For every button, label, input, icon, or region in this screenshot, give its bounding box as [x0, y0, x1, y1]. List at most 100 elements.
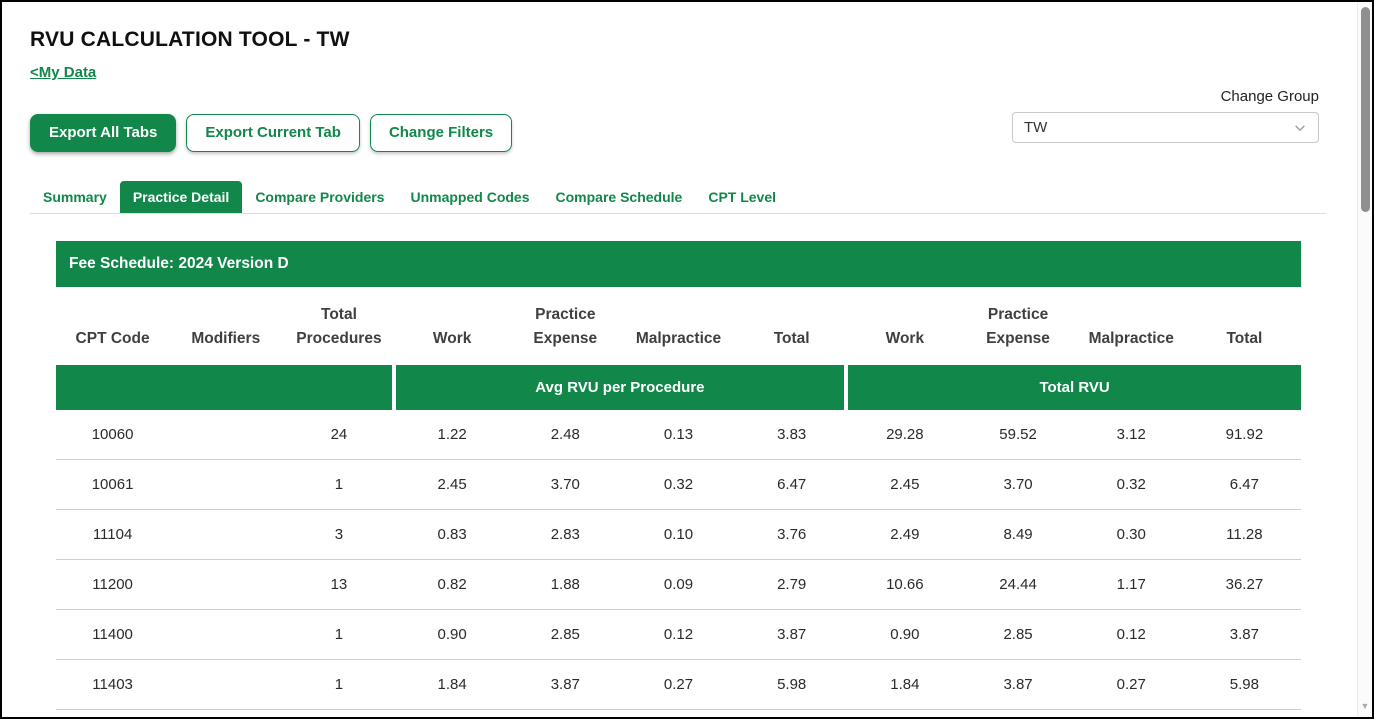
column-header: Work	[432, 329, 472, 347]
value-cell: 1	[282, 460, 396, 510]
tab-summary[interactable]: Summary	[43, 189, 107, 205]
my-data-link[interactable]: <My Data	[30, 64, 97, 81]
value-cell: 2.79	[735, 560, 849, 610]
value-cell: 0.27	[1074, 660, 1188, 710]
cpt-code-cell: 11200	[56, 560, 170, 610]
value-cell: 13	[282, 560, 396, 610]
tab-unmapped-codes[interactable]: Unmapped Codes	[410, 189, 530, 205]
group-select-value: TW	[1024, 119, 1048, 136]
value-cell: 3.87	[961, 660, 1075, 710]
value-cell: 2.45	[395, 460, 509, 510]
value-cell: 1	[282, 610, 396, 660]
scrollbar-thumb[interactable]	[1361, 7, 1370, 212]
value-cell: 3.70	[508, 460, 622, 510]
value-cell: 0.32	[621, 460, 736, 510]
value-cell: 0.27	[621, 660, 736, 710]
value-cell: 1.17	[1074, 560, 1188, 610]
value-cell: 8.49	[961, 510, 1075, 560]
cpt-code-cell: 11403	[56, 660, 170, 710]
tab-compare-providers[interactable]: Compare Providers	[255, 189, 385, 205]
column-header: Total	[773, 329, 810, 347]
value-cell: 3.76	[735, 510, 849, 560]
value-cell: 3	[282, 510, 396, 560]
value-cell: 3.83	[735, 410, 849, 460]
value-cell	[169, 460, 283, 510]
tab-compare-schedule[interactable]: Compare Schedule	[555, 189, 683, 205]
value-cell: 10.66	[848, 560, 962, 610]
value-cell: 1.84	[848, 660, 962, 710]
export-all-tabs-button[interactable]: Export All Tabs	[30, 114, 177, 152]
value-cell	[169, 510, 283, 560]
column-header: Practice Expense	[986, 305, 1050, 347]
fee-schedule-banner: Fee Schedule: 2024 Version D	[56, 241, 1301, 287]
toolbar: Export All Tabs Export Current Tab Chang…	[30, 114, 1326, 152]
value-cell: 6.47	[735, 460, 849, 510]
cpt-code-cell: 11400	[56, 610, 170, 660]
value-cell: 0.12	[1074, 610, 1188, 660]
value-cell: 0.09	[621, 560, 736, 610]
column-header: Malpractice	[1088, 329, 1174, 347]
value-cell: 0.90	[395, 610, 509, 660]
value-cell: 59.52	[961, 410, 1075, 460]
group-header: Total RVU	[848, 365, 1301, 410]
column-header: Malpractice	[635, 329, 722, 347]
group-header-row: Avg RVU per Procedure Total RVU	[56, 365, 1301, 410]
column-header: CPT Code	[75, 329, 150, 347]
rvu-table: Fee Schedule: 2024 Version D CPT Code Mod…	[56, 241, 1301, 710]
scroll-down-arrow-icon[interactable]: ▼	[1360, 701, 1370, 711]
value-cell: 2.49	[848, 510, 962, 560]
value-cell: 0.90	[848, 610, 962, 660]
cpt-code-cell: 10060	[56, 410, 170, 460]
chevron-down-icon	[1295, 124, 1305, 131]
export-current-tab-button[interactable]: Export Current Tab	[186, 114, 360, 152]
value-cell: 11.28	[1187, 510, 1301, 560]
value-cell: 2.85	[508, 610, 622, 660]
value-cell: 6.47	[1187, 460, 1301, 510]
tab-bar: Summary Practice Detail Compare Providers U…	[30, 181, 1326, 214]
value-cell: 1.22	[395, 410, 509, 460]
table-body: 10060 24 1.22 2.48 0.13 3.83 29.28 59.52 3.12 91.…	[56, 410, 1301, 710]
value-cell: 1.88	[508, 560, 622, 610]
value-cell: 3.70	[961, 460, 1075, 510]
vertical-scrollbar[interactable]: ▼	[1357, 2, 1372, 717]
value-cell: 2.83	[508, 510, 622, 560]
group-header: Avg RVU per Procedure	[395, 365, 849, 410]
value-cell: 2.45	[848, 460, 962, 510]
column-header: Total	[1226, 329, 1263, 347]
value-cell: 0.30	[1074, 510, 1188, 560]
value-cell: 0.83	[395, 510, 509, 560]
column-header: Modifiers	[191, 329, 261, 347]
value-cell: 0.13	[621, 410, 736, 460]
change-filters-button[interactable]: Change Filters	[369, 114, 513, 152]
value-cell: 24.44	[961, 560, 1075, 610]
column-header: Work	[885, 329, 925, 347]
value-cell: 3.12	[1074, 410, 1188, 460]
value-cell: 0.10	[621, 510, 736, 560]
value-cell: 3.87	[508, 660, 622, 710]
value-cell	[169, 660, 283, 710]
column-header: Total Procedures	[296, 305, 382, 347]
value-cell	[169, 610, 283, 660]
value-cell: 5.98	[735, 660, 849, 710]
page-content: RVU CALCULATION TOOL - TW <My Data Chang…	[2, 28, 1372, 717]
value-cell: 29.28	[848, 410, 962, 460]
value-cell: 0.82	[395, 560, 509, 610]
value-cell: 2.48	[508, 410, 622, 460]
cpt-code-cell: 10061	[56, 460, 170, 510]
group-select[interactable]: TW	[1012, 112, 1319, 143]
tab-cpt-level[interactable]: CPT Level	[708, 189, 777, 205]
value-cell: 24	[282, 410, 396, 460]
value-cell: 0.32	[1074, 460, 1188, 510]
value-cell: 1	[282, 660, 396, 710]
value-cell	[169, 560, 283, 610]
tab-practice-detail[interactable]: Practice Detail	[119, 181, 243, 213]
value-cell: 3.87	[735, 610, 849, 660]
value-cell: 5.98	[1187, 660, 1301, 710]
value-cell: 3.87	[1187, 610, 1301, 660]
column-header: Practice Expense	[533, 305, 598, 347]
value-cell: 2.85	[961, 610, 1075, 660]
change-group-label: Change Group	[1220, 88, 1319, 105]
value-cell: 36.27	[1187, 560, 1301, 610]
cpt-code-cell: 11104	[56, 510, 170, 560]
